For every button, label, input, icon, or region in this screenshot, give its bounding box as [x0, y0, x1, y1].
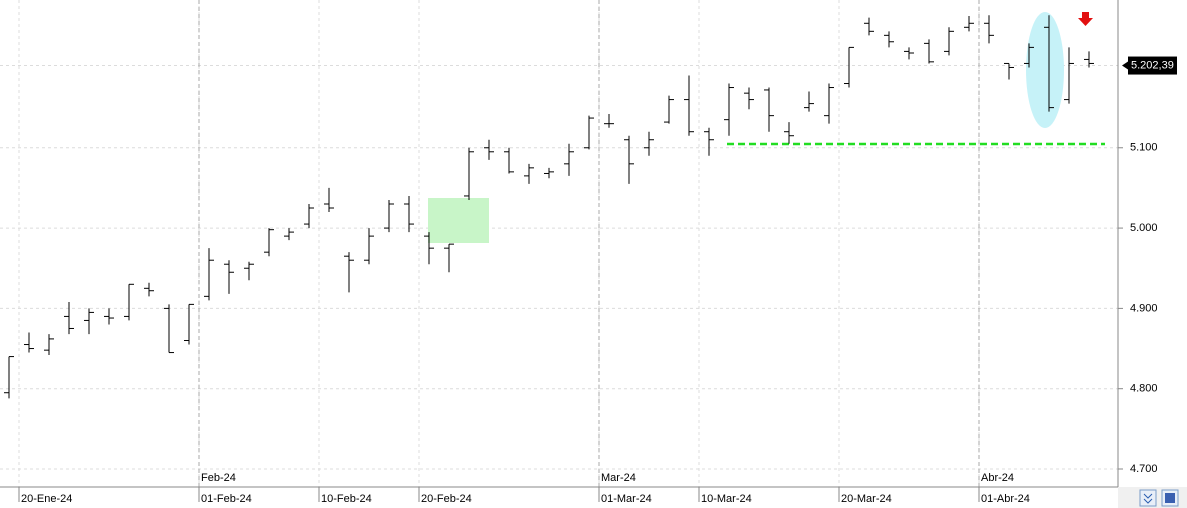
y-tick-label: 4.900: [1130, 302, 1158, 314]
grid: [0, 0, 1118, 487]
x-tick-label: 20-Mar-24: [841, 493, 892, 505]
price-pointer: [1122, 61, 1128, 70]
month-label: Feb-24: [201, 472, 236, 484]
x-tick-label: 20-Feb-24: [421, 493, 472, 505]
x-tick-label: 10-Mar-24: [701, 493, 752, 505]
y-tick-label: 4.800: [1130, 383, 1158, 395]
x-tick-label: 01-Feb-24: [201, 493, 252, 505]
x-tick-label: 01-Abr-24: [981, 493, 1030, 505]
price-label: 5.202,39: [1131, 59, 1174, 71]
highlight-ellipse: [1026, 12, 1064, 128]
month-label: Mar-24: [601, 472, 636, 484]
scroll-icon: [1143, 493, 1153, 504]
y-tick-label: 4.700: [1130, 463, 1158, 475]
y-tick-label: 5.100: [1130, 142, 1158, 154]
arrow-marker: [1078, 12, 1093, 26]
x-tick-label: 20-Ene-24: [21, 493, 72, 505]
highlight-box: [428, 198, 489, 243]
bars: [4, 15, 1094, 399]
x-tick-label: 10-Feb-24: [321, 493, 372, 505]
price-box: [1128, 56, 1177, 75]
save-icon: [1165, 493, 1175, 503]
x-tick-label: 01-Mar-24: [601, 493, 652, 505]
y-tick-label: 5.000: [1130, 222, 1158, 234]
month-label: Abr-24: [981, 472, 1014, 484]
